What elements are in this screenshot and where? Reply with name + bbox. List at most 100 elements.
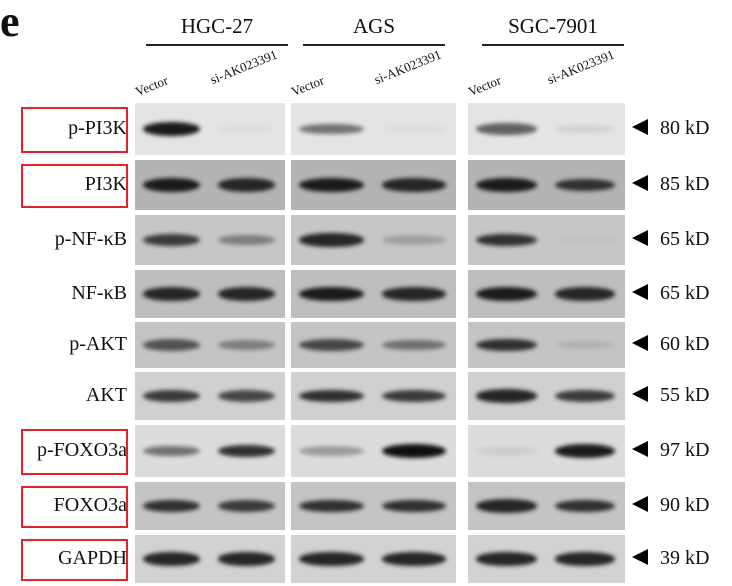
cell-line-label: HGC-27 [180, 14, 254, 38]
protein-band [476, 178, 537, 192]
arrow-left-icon [632, 549, 648, 565]
protein-band [143, 552, 200, 566]
molecular-weight-label: 55 kD [660, 384, 710, 406]
protein-band [381, 125, 446, 133]
blot-panel [291, 160, 456, 210]
molecular-weight-label: 39 kD [660, 547, 710, 569]
protein-band [554, 389, 615, 403]
row-label: FOXO3a [53, 494, 127, 516]
highlight-box [21, 486, 128, 528]
row-label: p-AKT [69, 333, 127, 355]
molecular-weight-label: 90 kD [660, 494, 710, 516]
protein-band [554, 287, 615, 301]
molecular-weight-label: 97 kD [660, 439, 710, 461]
protein-band [218, 552, 275, 566]
molecular-weight-marker: 55 kD [632, 384, 709, 407]
lane-label: si-AK023391 [544, 46, 616, 88]
molecular-weight-marker: 65 kD [632, 282, 709, 305]
arrow-left-icon [632, 335, 648, 351]
arrow-left-icon [632, 386, 648, 402]
protein-band [143, 445, 200, 457]
molecular-weight-marker: 85 kD [632, 173, 709, 196]
blot-panel [291, 482, 456, 530]
panel-letter: e [0, 0, 20, 46]
blot-panel [291, 535, 456, 583]
blot-panel [291, 103, 456, 155]
protein-band [381, 552, 446, 566]
highlight-box [21, 429, 128, 475]
blot-panel [291, 372, 456, 420]
highlight-box [21, 539, 128, 581]
protein-band [218, 287, 275, 301]
row-label: p-FOXO3a [37, 439, 127, 461]
blot-panel [468, 535, 625, 583]
protein-band [554, 552, 615, 566]
blot-panel [135, 215, 285, 265]
blot-panel [135, 372, 285, 420]
arrow-left-icon [632, 441, 648, 457]
molecular-weight-label: 65 kD [660, 228, 710, 250]
cell-line-underline [146, 44, 288, 46]
lane-label: si-AK023391 [371, 46, 443, 88]
molecular-weight-marker: 65 kD [632, 228, 709, 251]
arrow-left-icon [632, 284, 648, 300]
blot-panel [468, 103, 625, 155]
cell-line-label: AGS [352, 14, 395, 38]
row-label: GAPDH [58, 547, 127, 569]
blot-panel [468, 160, 625, 210]
highlight-box [21, 164, 128, 208]
protein-band [299, 339, 364, 351]
cell-line-underline [482, 44, 624, 46]
protein-band [218, 390, 275, 402]
blot-panel [468, 482, 625, 530]
protein-band [381, 444, 446, 458]
protein-band [476, 389, 537, 403]
blot-panel [291, 215, 456, 265]
blot-panel [468, 425, 625, 477]
blot-panel [135, 103, 285, 155]
protein-band [218, 234, 275, 246]
lane-label: Vector [133, 72, 171, 100]
protein-band [143, 287, 200, 301]
highlight-box [21, 107, 128, 153]
blot-panel [291, 425, 456, 477]
row-label: p-PI3K [68, 117, 127, 139]
protein-band [299, 499, 364, 513]
molecular-weight-marker: 90 kD [632, 494, 709, 517]
protein-band [476, 338, 537, 352]
blot-panel [468, 372, 625, 420]
protein-band [476, 123, 537, 135]
protein-band [476, 287, 537, 301]
blot-panel [291, 270, 456, 318]
row-label: AKT [85, 384, 127, 406]
protein-band [476, 233, 537, 247]
arrow-left-icon [632, 496, 648, 512]
arrow-left-icon [632, 119, 648, 135]
protein-band [299, 287, 364, 301]
protein-band [554, 444, 615, 458]
row-label: NF-κB [71, 282, 127, 304]
protein-band [476, 447, 537, 455]
blot-panel [135, 160, 285, 210]
blot-panel [291, 322, 456, 368]
protein-band [554, 125, 615, 133]
protein-band [299, 552, 364, 566]
cell-line-label: SGC-7901 [508, 14, 598, 38]
protein-band [381, 235, 446, 245]
protein-band [476, 499, 537, 513]
protein-band [381, 178, 446, 192]
protein-band [554, 178, 615, 192]
molecular-weight-marker: 60 kD [632, 333, 709, 356]
protein-band [143, 339, 200, 351]
molecular-weight-label: 65 kD [660, 282, 710, 304]
arrow-left-icon [632, 175, 648, 191]
protein-band [381, 499, 446, 513]
protein-band [299, 123, 364, 135]
protein-band [554, 236, 615, 244]
protein-band [381, 339, 446, 351]
molecular-weight-marker: 80 kD [632, 117, 709, 140]
molecular-weight-label: 85 kD [660, 173, 710, 195]
row-label: p-NF-κB [54, 228, 127, 250]
molecular-weight-label: 80 kD [660, 117, 710, 139]
protein-band [218, 125, 275, 133]
